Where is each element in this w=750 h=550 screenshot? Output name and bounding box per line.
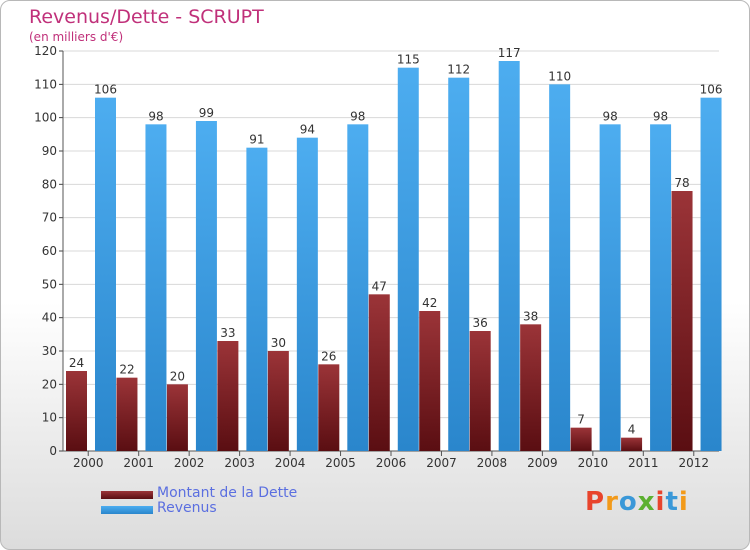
- bar-revenue: [195, 121, 217, 451]
- data-label-revenue: 99: [199, 106, 214, 120]
- bar-debt: [621, 437, 643, 451]
- x-tick-label: 2003: [224, 456, 255, 470]
- bar-revenue: [700, 97, 722, 452]
- y-tick-label: 80: [42, 177, 57, 191]
- data-label-revenue: 112: [447, 63, 470, 77]
- bar-revenue: [599, 124, 621, 451]
- y-tick-label: 30: [42, 344, 57, 358]
- x-tick-label: 2012: [678, 456, 709, 470]
- logo-letter: i: [655, 487, 666, 517]
- chart-subtitle: (en milliers d'€): [29, 30, 124, 44]
- x-tick-label: 2010: [578, 456, 609, 470]
- data-label-revenue: 98: [350, 109, 365, 123]
- data-label-revenue: 110: [548, 69, 571, 83]
- data-label-debt: 24: [69, 356, 84, 370]
- proxiti-logo: Proxiti: [585, 487, 689, 517]
- logo-letter: r: [605, 487, 619, 517]
- x-tick-label: 2007: [426, 456, 457, 470]
- data-label-revenue: 91: [249, 133, 264, 147]
- data-label-debt: 26: [321, 349, 336, 363]
- data-label-revenue: 98: [653, 109, 668, 123]
- logo-letter: x: [637, 487, 656, 517]
- data-label-revenue: 98: [602, 109, 617, 123]
- x-tick-label: 2009: [527, 456, 558, 470]
- legend-swatch-revenue: [101, 506, 153, 514]
- bar-revenue: [145, 124, 167, 451]
- y-tick-label: 40: [42, 311, 57, 325]
- bar-revenue: [448, 77, 470, 452]
- y-tick-label: 60: [42, 244, 57, 258]
- bar-debt: [166, 384, 188, 451]
- y-tick-label: 70: [42, 211, 57, 225]
- legend-swatch-debt: [101, 491, 153, 499]
- data-label-debt: 38: [523, 309, 538, 323]
- x-tick-label: 2000: [73, 456, 104, 470]
- data-label-debt: 36: [473, 316, 488, 330]
- data-label-debt: 7: [577, 413, 585, 427]
- bar-debt: [469, 331, 491, 451]
- data-label-debt: 47: [372, 279, 387, 293]
- y-tick-label: 10: [42, 411, 57, 425]
- bar-revenue: [95, 97, 116, 452]
- logo-letter: P: [585, 487, 606, 517]
- y-tick-label: 0: [49, 444, 57, 458]
- y-tick-label: 20: [42, 377, 57, 391]
- bar-revenue: [246, 147, 268, 451]
- x-tick-label: 2004: [275, 456, 306, 470]
- bar-debt: [570, 427, 592, 451]
- y-tick-label: 120: [34, 44, 57, 58]
- data-label-debt: 20: [170, 369, 185, 383]
- bar-revenue: [498, 61, 520, 451]
- y-tick-label: 100: [34, 111, 57, 125]
- bar-revenue: [650, 124, 672, 451]
- logo-letter: t: [665, 487, 679, 517]
- x-tick-label: 2008: [477, 456, 508, 470]
- x-tick-label: 2005: [325, 456, 356, 470]
- bar-debt: [318, 364, 340, 451]
- bar-debt: [419, 311, 441, 451]
- logo-letter: i: [678, 487, 689, 517]
- data-label-revenue: 106: [94, 83, 117, 97]
- data-label-revenue: 117: [498, 46, 521, 60]
- bar-debt: [267, 351, 289, 451]
- data-label-debt: 22: [119, 363, 134, 377]
- bar-debt: [116, 377, 138, 451]
- data-label-debt: 33: [220, 326, 235, 340]
- data-label-revenue: 94: [300, 123, 315, 137]
- bar-debt: [368, 294, 390, 451]
- bar-debt: [217, 341, 239, 451]
- bar-revenue: [347, 124, 369, 451]
- data-label-debt: 30: [271, 336, 286, 350]
- bar-revenue: [397, 67, 419, 452]
- data-label-revenue: 106: [700, 83, 723, 97]
- x-tick-label: 2002: [174, 456, 205, 470]
- bar-revenue: [296, 137, 318, 451]
- bar-debt: [520, 324, 542, 451]
- data-label-revenue: 115: [397, 53, 420, 67]
- data-label-debt: 78: [674, 176, 689, 190]
- y-tick-label: 110: [34, 77, 57, 91]
- data-label-debt: 4: [628, 423, 636, 437]
- legend-label-revenue: Revenus: [157, 500, 217, 516]
- bar-revenue: [549, 84, 571, 451]
- chart-title: Revenus/Dette - SCRUPT: [29, 6, 264, 28]
- data-label-debt: 42: [422, 296, 437, 310]
- y-tick-label: 90: [42, 144, 57, 158]
- x-tick-label: 2011: [628, 456, 659, 470]
- logo-letter: o: [618, 487, 638, 517]
- y-tick-label: 50: [42, 277, 57, 291]
- x-tick-label: 2001: [123, 456, 154, 470]
- x-tick-label: 2006: [376, 456, 407, 470]
- data-label-revenue: 98: [148, 109, 163, 123]
- bar-debt: [671, 191, 693, 451]
- legend-label-debt: Montant de la Dette: [157, 485, 298, 501]
- bar-debt: [66, 371, 87, 451]
